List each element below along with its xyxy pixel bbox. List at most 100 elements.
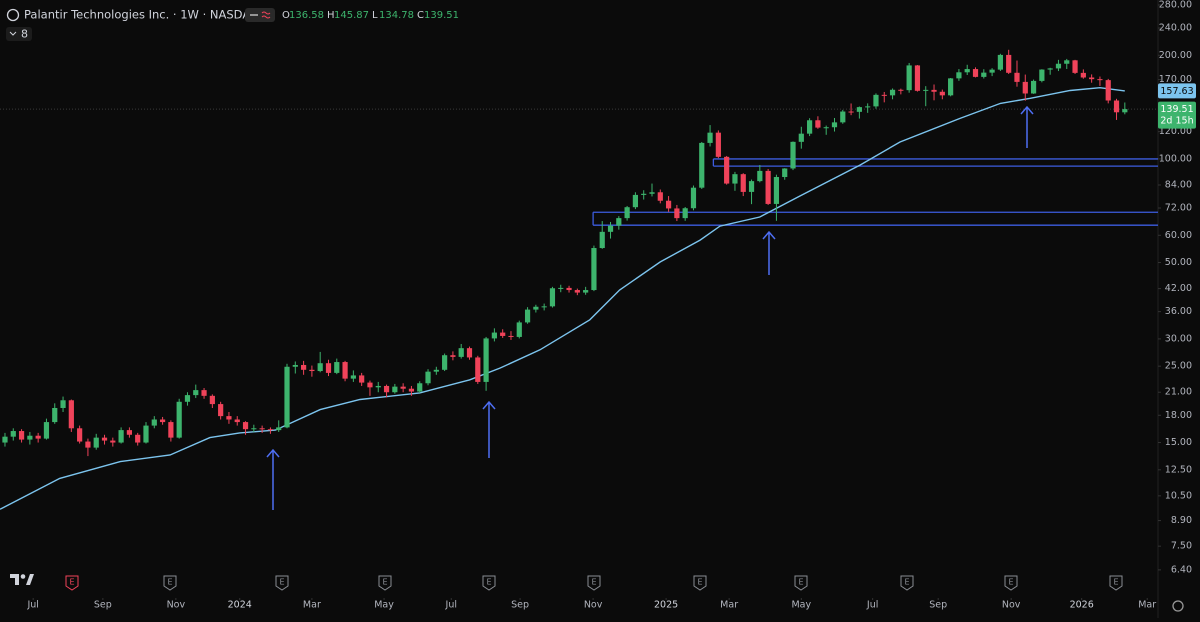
y-tick-label: 6.40	[1171, 564, 1192, 575]
earnings-marker[interactable]	[1109, 575, 1123, 591]
candle-body	[1097, 79, 1103, 81]
candle-body	[906, 65, 912, 91]
ohlc-values: O 136.58 H 145.87 L 134.78 C 139.51	[282, 10, 459, 21]
ohlc-label: L	[372, 10, 378, 21]
earnings-label: E	[798, 578, 803, 587]
earnings-marker[interactable]	[587, 575, 601, 591]
candle-body	[466, 348, 473, 358]
candle-body	[309, 369, 315, 372]
candle-body	[201, 390, 207, 396]
candle-body	[325, 363, 332, 373]
candle-body	[292, 364, 298, 367]
x-tick-label: 2024	[228, 600, 252, 611]
candle-body	[981, 72, 987, 77]
candle-body	[259, 428, 265, 430]
y-tick-label: 170.00	[1159, 74, 1192, 85]
x-tick-label: Mar	[1138, 600, 1156, 611]
candle-body	[599, 231, 605, 249]
x-tick-label: 2025	[654, 600, 678, 611]
earnings-label: E	[591, 578, 596, 587]
candle-body	[972, 69, 979, 77]
earnings-marker[interactable]	[275, 575, 289, 591]
candle-body	[2, 436, 8, 443]
tradingview-logo	[10, 574, 34, 585]
candle-body	[715, 132, 721, 157]
candle-body	[558, 287, 564, 289]
y-tick-label: 18.00	[1165, 410, 1192, 421]
symbol-title: Palantir Technologies Inc. · 1W · NASDAQ	[24, 8, 259, 22]
ohlc-label: H	[327, 10, 335, 21]
candle-body	[417, 383, 423, 392]
candle-body	[956, 72, 962, 79]
settings-icon[interactable]	[1172, 600, 1184, 612]
candle-body	[641, 193, 647, 195]
candle-body	[85, 441, 91, 448]
candle-body	[301, 364, 307, 370]
ohlc-value: 136.58	[289, 10, 324, 21]
candle-body	[516, 322, 522, 337]
x-tick-label: Nov	[1002, 600, 1021, 611]
x-tick-label: Jul	[445, 600, 457, 611]
y-tick-label: 50.00	[1165, 257, 1192, 268]
candle-body	[881, 94, 887, 96]
candle-body	[251, 428, 257, 430]
candle-body	[508, 335, 514, 337]
earnings-marker[interactable]	[378, 575, 392, 591]
candle-body	[1039, 69, 1045, 81]
y-tick-label: 10.50	[1165, 490, 1192, 501]
candle-body	[840, 111, 846, 123]
candle-body	[35, 435, 41, 439]
candle-body	[931, 89, 937, 92]
candle-body	[948, 78, 954, 96]
x-tick-label: Sep	[511, 600, 529, 611]
candle-body	[1122, 109, 1128, 113]
candle-body	[665, 200, 672, 209]
x-tick-label: Mar	[303, 600, 321, 611]
earnings-marker[interactable]	[65, 575, 79, 591]
candle-body	[898, 89, 904, 91]
candle-body	[159, 419, 166, 423]
logo-part	[26, 574, 34, 585]
earnings-marker[interactable]	[163, 575, 177, 591]
x-tick-label: May	[791, 600, 811, 611]
x-tick-label: Jul	[866, 600, 878, 611]
candle-body	[408, 388, 415, 392]
candle-body	[118, 430, 124, 443]
earnings-marker[interactable]	[900, 575, 914, 591]
candle-body	[1113, 100, 1120, 113]
arrow	[266, 448, 280, 510]
y-tick-label: 240.00	[1159, 23, 1192, 34]
y-tick-label: 120.00	[1159, 126, 1192, 137]
earnings-label: E	[279, 578, 284, 587]
countdown: 2d 15h	[1160, 116, 1193, 127]
candle-body	[400, 386, 406, 389]
candle-body	[226, 416, 232, 420]
earnings-marker[interactable]	[693, 575, 707, 591]
earnings-label: E	[167, 578, 172, 587]
candle-body	[939, 91, 945, 96]
earnings-marker[interactable]	[794, 575, 808, 591]
candle-body	[27, 435, 33, 440]
candle-body	[450, 355, 456, 357]
ohlc-label: C	[417, 10, 424, 21]
y-tick-label: 25.00	[1165, 361, 1192, 372]
y-tick-label: 280.00	[1159, 0, 1192, 10]
earnings-marker[interactable]	[1004, 575, 1018, 591]
candle-body	[1072, 60, 1078, 73]
candle-body	[475, 357, 481, 382]
header: Palantir Technologies Inc. · 1W · NASDAQ…	[6, 8, 459, 41]
x-tick-label: Nov	[584, 600, 603, 611]
ohlc-label: O	[282, 10, 290, 21]
candle-body	[1047, 68, 1053, 70]
candle-body	[524, 309, 531, 323]
candle-body	[284, 366, 290, 428]
indicator-toggle[interactable]	[6, 27, 32, 41]
candle-body	[566, 287, 572, 291]
x-tick-label: 2026	[1070, 600, 1094, 611]
ohlc-value: 134.78	[379, 10, 414, 21]
candle-body	[218, 404, 224, 417]
compare-buttons[interactable]	[245, 8, 275, 22]
candle-body	[757, 170, 763, 182]
ohlc-value: 145.87	[334, 10, 369, 21]
earnings-marker[interactable]	[482, 575, 496, 591]
